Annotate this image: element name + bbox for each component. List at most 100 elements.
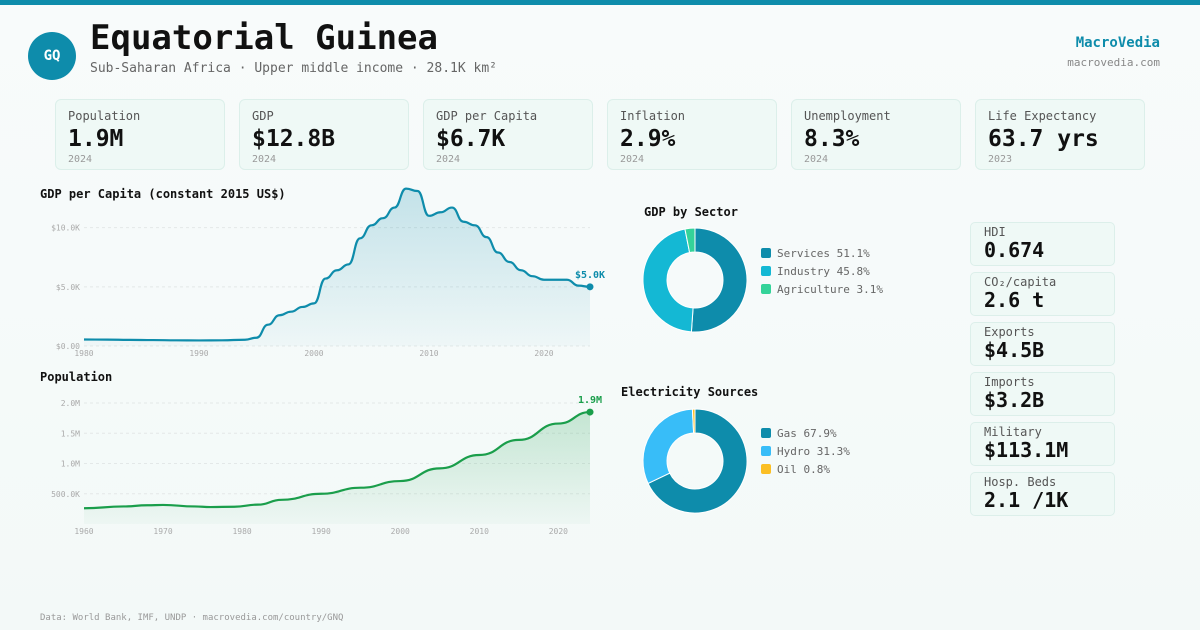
kpi-value: 63.7 yrs [988, 126, 1099, 152]
series-area [84, 412, 590, 524]
kpi-label: GDP [252, 109, 274, 123]
legend-swatch [761, 248, 771, 258]
x-tick-label: 1970 [153, 527, 172, 536]
legend-item-gas: Gas 67.9% [761, 424, 850, 442]
kpi-value: $6.7K [436, 126, 506, 152]
kpi-card-population: Population 1.9M 2024 [55, 99, 225, 170]
legend-label: Services 51.1% [777, 246, 870, 260]
gdp-per-capita-chart: $0.00 $5.0K $10.0K 1980 1990 2000 2010 2020 $5.0… [51, 187, 605, 358]
donut-slice-hydro [642, 408, 695, 485]
top-accent-bar [0, 0, 1200, 5]
stat-card-hdi: HDI 0.674 [970, 222, 1115, 266]
kpi-label: Unemployment [804, 109, 891, 123]
stat-value: $113.1M [984, 438, 1069, 462]
x-tick-label: 1990 [189, 349, 208, 358]
stat-value: $3.2B [984, 388, 1045, 412]
x-tick-label: 2000 [391, 527, 410, 536]
gdp-by-sector-donut [642, 227, 748, 333]
legend-item-services: Services 51.1% [761, 244, 883, 262]
x-tick-label: 2000 [304, 349, 323, 358]
kpi-label: GDP per Capita [436, 109, 538, 123]
gdp-by-sector-legend: Services 51.1% Industry 45.8% Agricultur… [761, 244, 883, 298]
kpi-card-life-expectancy: Life Expectancy 63.7 yrs 2023 [975, 99, 1145, 170]
stat-label: Hosp. Beds [984, 475, 1057, 489]
stat-label: HDI [984, 225, 1006, 239]
stat-card-military: Military $113.1M [970, 422, 1115, 466]
x-tick-label: 1990 [312, 527, 331, 536]
stat-card-hospital-beds: Hosp. Beds 2.1 /1K [970, 472, 1115, 516]
kpi-year: 2024 [68, 154, 93, 165]
series-line [83, 187, 591, 342]
country-code-badge: GQ [28, 32, 76, 80]
gdp-per-capita-chart-title: GDP per Capita (constant 2015 US$) [40, 187, 286, 201]
donut-slice-gas [647, 408, 748, 514]
population-chart: 500.0K 1.0M 1.5M 2.0M 1960 1970 1980 1990 2000 20… [51, 395, 602, 536]
kpi-value: 1.9M [68, 126, 124, 152]
legend-swatch [761, 428, 771, 438]
x-tick-label: 2020 [534, 349, 553, 358]
x-tick-label: 2010 [470, 527, 489, 536]
kpi-label: Life Expectancy [988, 109, 1097, 123]
kpi-year: 2023 [988, 154, 1013, 165]
series-end-point [586, 408, 594, 416]
kpi-year: 2024 [804, 154, 829, 165]
stat-card-imports: Imports $3.2B [970, 372, 1115, 416]
legend-swatch [761, 266, 771, 276]
legend-label: Agriculture 3.1% [777, 282, 883, 296]
kpi-year: 2024 [252, 154, 277, 165]
electricity-sources-donut [642, 408, 748, 514]
brand-logo-link[interactable]: MacroVedia [1075, 35, 1160, 51]
kpi-value: 2.9% [620, 126, 676, 152]
series-end-label: 1.9M [578, 395, 602, 406]
x-tick-label: 2020 [549, 527, 568, 536]
legend-swatch [761, 464, 771, 474]
electricity-sources-legend: Gas 67.9% Hydro 31.3% Oil 0.8% [761, 424, 850, 478]
population-chart-title: Population [40, 370, 113, 384]
page-title: Equatorial Guinea [90, 18, 438, 58]
stat-card-exports: Exports $4.5B [970, 322, 1115, 366]
legend-item-industry: Industry 45.8% [761, 262, 883, 280]
stat-label: Imports [984, 375, 1035, 389]
x-tick-label: 1980 [74, 349, 93, 358]
kpi-card-gdp-per-capita: GDP per Capita $6.7K 2024 [423, 99, 593, 170]
kpi-value: $12.8B [252, 126, 336, 152]
x-tick-label: 2010 [419, 349, 438, 358]
donut-slice-industry [642, 228, 694, 333]
kpi-year: 2024 [620, 154, 645, 165]
donut-slice-services [690, 227, 748, 333]
kpi-label: Inflation [620, 109, 686, 123]
kpi-card-gdp: GDP $12.8B 2024 [239, 99, 409, 170]
kpi-year: 2024 [436, 154, 461, 165]
page-subtitle: Sub-Saharan Africa · Upper middle income… [90, 61, 497, 76]
legend-label: Gas 67.9% [777, 426, 837, 440]
legend-item-oil: Oil 0.8% [761, 460, 850, 478]
y-tick-label: 1.0M [61, 460, 80, 469]
stat-value: 2.1 /1K [984, 488, 1069, 512]
legend-swatch [761, 446, 771, 456]
electricity-sources-chart-title: Electricity Sources [621, 385, 759, 399]
donut-slice-agriculture [684, 227, 696, 254]
series-area [84, 188, 590, 346]
footer-source-note: Data: World Bank, IMF, UNDP · macrovedia… [40, 613, 344, 623]
y-tick-label: 2.0M [61, 399, 80, 408]
stat-value: 0.674 [984, 238, 1045, 262]
y-tick-label: 500.0K [51, 490, 80, 499]
legend-item-agriculture: Agriculture 3.1% [761, 280, 883, 298]
stat-value: 2.6 t [984, 288, 1045, 312]
kpi-card-unemployment: Unemployment 8.3% 2024 [791, 99, 961, 170]
kpi-label: Population [68, 109, 141, 123]
gdp-by-sector-chart-title: GDP by Sector [644, 205, 738, 219]
x-tick-label: 1960 [74, 527, 93, 536]
series-end-label: $5.0K [575, 270, 605, 281]
kpi-card-inflation: Inflation 2.9% 2024 [607, 99, 777, 170]
stat-value: $4.5B [984, 338, 1045, 362]
donut-slice-oil [691, 408, 696, 434]
brand-url-link[interactable]: macrovedia.com [1067, 56, 1160, 69]
legend-label: Hydro 31.3% [777, 444, 850, 458]
x-tick-label: 1980 [232, 527, 251, 536]
legend-label: Oil 0.8% [777, 462, 830, 476]
y-tick-label: $5.0K [56, 283, 80, 292]
y-tick-label: 1.5M [61, 429, 80, 438]
legend-swatch [761, 284, 771, 294]
